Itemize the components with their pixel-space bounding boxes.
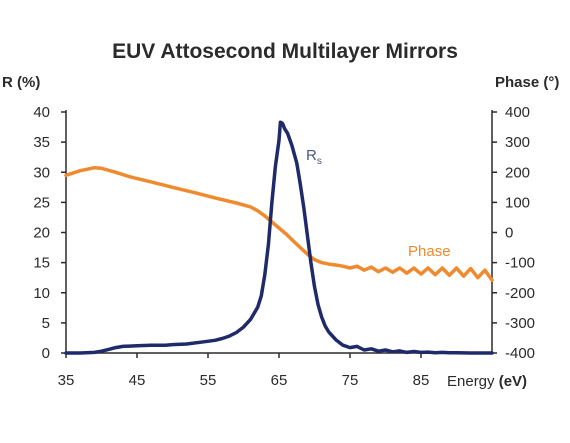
left-tick-label: 25 xyxy=(33,194,50,211)
right-tick-label: 300 xyxy=(505,134,530,151)
x-tick-label: 65 xyxy=(271,372,288,389)
right-tick-label: 0 xyxy=(505,225,513,242)
right-tick-label: -200 xyxy=(505,285,535,302)
x-axis-ticks: 35 45 55 65 75 85 xyxy=(58,353,430,389)
x-axis-title: Energy (eV) xyxy=(447,373,527,390)
x-axis-title-unit: (eV) xyxy=(499,373,527,390)
left-axis-title: R (%) xyxy=(2,74,40,91)
left-tick-label: 15 xyxy=(33,255,50,272)
left-tick-label: 20 xyxy=(33,225,50,242)
right-tick-label: -300 xyxy=(505,315,535,332)
rs-series-line xyxy=(64,120,494,355)
left-tick-label: 40 xyxy=(33,104,50,121)
phase-series-line xyxy=(64,165,494,282)
left-tick-label: 35 xyxy=(33,134,50,151)
rs-series-label: Rs xyxy=(306,147,322,167)
right-tick-label: 400 xyxy=(505,104,530,121)
right-axis-ticks: -400 -300 -200 -100 0 100 200 300 400 xyxy=(492,104,535,362)
right-axis-title: Phase (°) xyxy=(495,74,559,91)
right-tick-label: -400 xyxy=(505,345,535,362)
rs-label-main: R xyxy=(306,147,317,164)
phase-series-label: Phase xyxy=(408,243,451,260)
x-tick-label: 75 xyxy=(342,372,359,389)
left-axis-ticks: 0 5 10 15 20 25 30 35 40 xyxy=(33,104,66,362)
x-tick-label: 85 xyxy=(413,372,430,389)
x-axis-title-prefix: Energy xyxy=(447,373,495,390)
left-tick-label: 10 xyxy=(33,285,50,302)
x-tick-label: 55 xyxy=(200,372,217,389)
left-tick-label: 0 xyxy=(42,345,50,362)
x-tick-label: 35 xyxy=(58,372,75,389)
rs-label-sub: s xyxy=(317,156,322,167)
left-tick-label: 30 xyxy=(33,164,50,181)
left-tick-label: 5 xyxy=(42,315,50,332)
x-tick-label: 45 xyxy=(129,372,146,389)
right-tick-label: -100 xyxy=(505,255,535,272)
right-tick-label: 200 xyxy=(505,164,530,181)
right-tick-label: 100 xyxy=(505,194,530,211)
chart-title: EUV Attosecond Multilayer Mirrors xyxy=(112,40,458,63)
